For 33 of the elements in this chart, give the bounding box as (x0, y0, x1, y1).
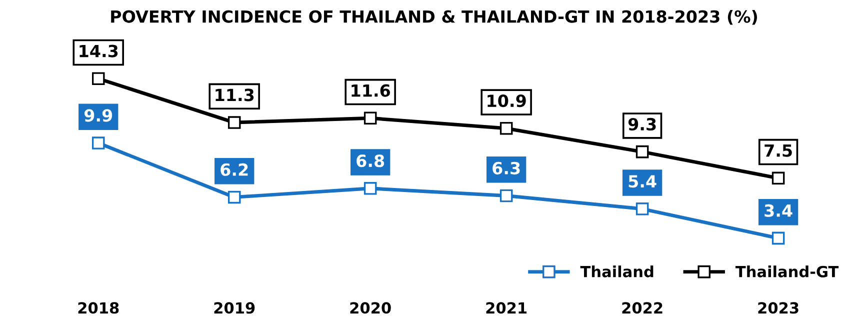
point (772, 232, 785, 245)
data-label: 5.4 (628, 175, 656, 188)
data-label: 11.3 (216, 88, 254, 102)
point (500, 189, 513, 202)
data-label: 10.9 (488, 94, 526, 108)
point (364, 182, 377, 195)
chart-title: POVERTY INCIDENCE OF THAILAND & THAILAND-GT IN 2018-2023 (%) (111, 10, 757, 25)
point (772, 172, 785, 185)
x-tick-label: 2021 (486, 302, 527, 314)
point (364, 112, 377, 125)
point (228, 116, 241, 129)
legend-label: Thailand-GT (735, 266, 839, 278)
point (500, 122, 513, 135)
point (92, 72, 105, 86)
data-label: 6.3 (492, 162, 520, 174)
x-tick-label: 2018 (78, 302, 119, 314)
x-tick-label: 2022 (622, 302, 662, 314)
data-label: 9.9 (84, 109, 112, 122)
data-label: 11.6 (352, 84, 390, 97)
data-label: 7.5 (764, 144, 792, 157)
point (228, 190, 241, 204)
legend-label: Thailand (580, 266, 654, 278)
data-label: 6.2 (220, 163, 248, 176)
x-tick-label: 2020 (350, 302, 391, 314)
data-label: 9.3 (628, 118, 656, 131)
point (92, 136, 105, 150)
point (636, 145, 649, 158)
x-tick-label: 2023 (758, 302, 798, 314)
data-label: 6.8 (356, 154, 384, 168)
x-tick-label: 2019 (214, 302, 255, 314)
data-label: 14.3 (80, 44, 118, 58)
data-label: 3.4 (764, 204, 792, 217)
point (636, 202, 649, 216)
